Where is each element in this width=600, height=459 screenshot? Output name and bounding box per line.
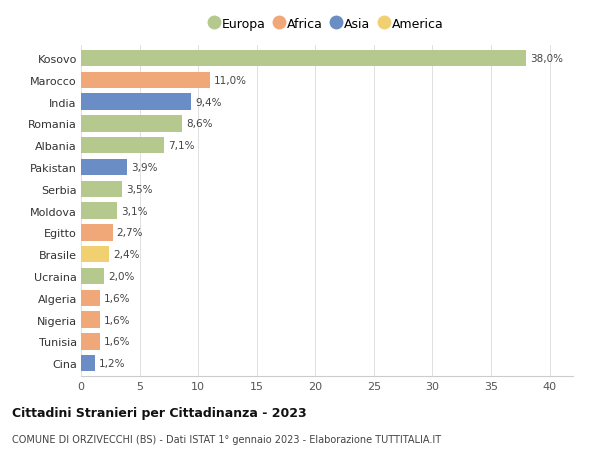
Text: 9,4%: 9,4% bbox=[195, 97, 222, 107]
Text: 1,2%: 1,2% bbox=[99, 358, 125, 368]
Bar bbox=[81, 73, 210, 89]
Text: Cittadini Stranieri per Cittadinanza - 2023: Cittadini Stranieri per Cittadinanza - 2… bbox=[12, 406, 307, 419]
Text: 11,0%: 11,0% bbox=[214, 76, 247, 86]
Text: COMUNE DI ORZIVECCHI (BS) - Dati ISTAT 1° gennaio 2023 - Elaborazione TUTTITALIA: COMUNE DI ORZIVECCHI (BS) - Dati ISTAT 1… bbox=[12, 434, 441, 444]
Bar bbox=[81, 160, 127, 176]
Bar bbox=[81, 51, 526, 67]
Bar bbox=[81, 268, 104, 285]
Text: 3,5%: 3,5% bbox=[126, 185, 152, 195]
Text: 8,6%: 8,6% bbox=[186, 119, 212, 129]
Bar bbox=[81, 355, 95, 371]
Bar bbox=[81, 116, 182, 132]
Bar bbox=[81, 333, 100, 350]
Text: 3,1%: 3,1% bbox=[121, 206, 148, 216]
Text: 38,0%: 38,0% bbox=[530, 54, 563, 64]
Text: 7,1%: 7,1% bbox=[168, 141, 195, 151]
Legend: Europa, Africa, Asia, America: Europa, Africa, Asia, America bbox=[208, 15, 446, 33]
Text: 2,0%: 2,0% bbox=[109, 271, 135, 281]
Text: 3,9%: 3,9% bbox=[131, 162, 157, 173]
Text: 1,6%: 1,6% bbox=[104, 336, 130, 347]
Text: 1,6%: 1,6% bbox=[104, 293, 130, 303]
Text: 2,4%: 2,4% bbox=[113, 250, 140, 260]
Text: 1,6%: 1,6% bbox=[104, 315, 130, 325]
Bar bbox=[81, 225, 113, 241]
Bar bbox=[81, 312, 100, 328]
Bar bbox=[81, 138, 164, 154]
Bar bbox=[81, 181, 122, 197]
Text: 2,7%: 2,7% bbox=[117, 228, 143, 238]
Bar bbox=[81, 94, 191, 111]
Bar bbox=[81, 290, 100, 306]
Bar bbox=[81, 203, 118, 219]
Bar bbox=[81, 246, 109, 263]
